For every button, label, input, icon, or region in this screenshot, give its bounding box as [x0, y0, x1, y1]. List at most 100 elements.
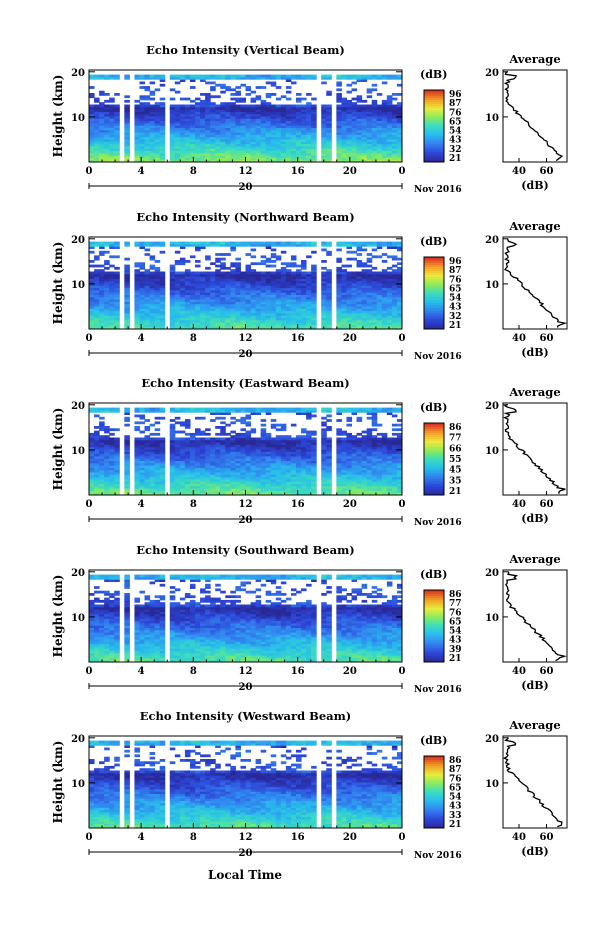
- intensity-cell: [260, 116, 267, 119]
- intensity-cell: [270, 283, 277, 286]
- intensity-cell: [270, 93, 277, 96]
- intensity-cell: [230, 122, 236, 126]
- intensity-cell: [386, 125, 393, 128]
- intensity-cell: [114, 143, 120, 147]
- intensity-cell: [311, 485, 317, 489]
- intensity-cell: [179, 285, 186, 289]
- intensity-cell: [225, 109, 231, 112]
- intensity-cell: [311, 467, 317, 471]
- intensity-cell: [134, 278, 140, 282]
- intensity-cell: [94, 287, 100, 291]
- intensity-cell: [210, 469, 216, 473]
- intensity-cell: [179, 444, 186, 448]
- intensity-cell: [200, 287, 206, 291]
- intensity-cell: [104, 111, 110, 115]
- intensity-cell: [295, 324, 302, 328]
- intensity-cell: [301, 134, 307, 138]
- intensity-cell: [114, 474, 120, 478]
- intensity-cell: [149, 303, 156, 307]
- intensity-cell: [134, 444, 140, 448]
- intensity-cell: [144, 139, 151, 142]
- intensity-cell: [290, 127, 297, 131]
- intensity-cell: [240, 449, 246, 452]
- intensity-cell: [220, 241, 226, 245]
- intensity-cell: [99, 283, 105, 286]
- intensity-cell: [361, 111, 368, 115]
- intensity-cell: [275, 109, 282, 112]
- intensity-cell: [301, 492, 307, 496]
- intensity-cell: [174, 319, 181, 323]
- intensity-cell: [114, 125, 120, 128]
- intensity-cell: [220, 145, 226, 149]
- intensity-cell: [154, 139, 161, 142]
- intensity-cell: [210, 472, 216, 475]
- intensity-cell: [154, 269, 161, 272]
- intensity-cell: [200, 437, 206, 441]
- intensity-cell: [255, 152, 262, 156]
- intensity-cell: [341, 111, 347, 115]
- intensity-cell: [306, 444, 312, 448]
- intensity-cell: [386, 273, 393, 277]
- intensity-cell: [371, 150, 378, 154]
- intensity-cell: [184, 150, 191, 154]
- intensity-cell: [220, 262, 226, 266]
- intensity-cell: [260, 283, 267, 286]
- intensity-cell: [104, 478, 110, 482]
- intensity-cell: [371, 134, 378, 138]
- intensity-cell: [265, 481, 272, 484]
- profile-x-tick-label: 60: [540, 166, 554, 177]
- intensity-cell: [89, 478, 95, 482]
- intensity-cell: [169, 271, 176, 275]
- intensity-cell: [114, 446, 120, 450]
- intensity-cell: [179, 76, 186, 80]
- intensity-cell: [295, 125, 302, 128]
- intensity-cell: [275, 451, 282, 455]
- intensity-cell: [250, 453, 257, 457]
- intensity-cell: [94, 159, 100, 163]
- intensity-cell: [139, 301, 146, 305]
- intensity-cell: [205, 294, 211, 298]
- intensity-cell: [134, 132, 140, 135]
- colorbar-unit: (dB): [420, 235, 447, 248]
- intensity-cell: [336, 278, 342, 282]
- intensity-cell: [215, 74, 221, 78]
- intensity-cell: [366, 271, 373, 275]
- intensity-cell: [240, 278, 246, 282]
- intensity-cell: [275, 141, 282, 145]
- intensity-cell: [149, 458, 156, 461]
- intensity-cell: [336, 95, 342, 99]
- intensity-cell: [174, 111, 181, 115]
- intensity-cell: [99, 416, 105, 420]
- intensity-cell: [159, 483, 166, 487]
- colorbar-swatch: [424, 261, 444, 264]
- intensity-cell: [285, 303, 292, 307]
- intensity-cell: [396, 310, 403, 314]
- intensity-cell: [295, 317, 302, 321]
- intensity-cell: [149, 116, 156, 119]
- intensity-cell: [169, 306, 176, 309]
- intensity-cell: [346, 116, 353, 119]
- intensity-cell: [386, 303, 393, 307]
- intensity-cell: [220, 273, 226, 277]
- intensity-cell: [215, 159, 221, 163]
- intensity-cell: [114, 292, 120, 295]
- intensity-cell: [195, 129, 201, 133]
- intensity-cell: [260, 446, 267, 450]
- intensity-cell: [346, 148, 353, 151]
- intensity-cell: [250, 116, 257, 119]
- intensity-cell: [210, 120, 216, 124]
- intensity-cell: [104, 250, 110, 254]
- intensity-cell: [245, 116, 252, 119]
- intensity-cell: [290, 483, 297, 487]
- intensity-cell: [381, 283, 388, 286]
- intensity-cell: [265, 485, 272, 489]
- intensity-cell: [341, 296, 347, 300]
- intensity-cell: [235, 74, 241, 78]
- intensity-cell: [285, 451, 292, 455]
- intensity-cell: [200, 125, 206, 128]
- intensity-cell: [195, 465, 201, 468]
- intensity-cell: [220, 416, 226, 420]
- intensity-cell: [311, 430, 317, 434]
- intensity-cell: [260, 430, 267, 434]
- intensity-cell: [94, 409, 100, 413]
